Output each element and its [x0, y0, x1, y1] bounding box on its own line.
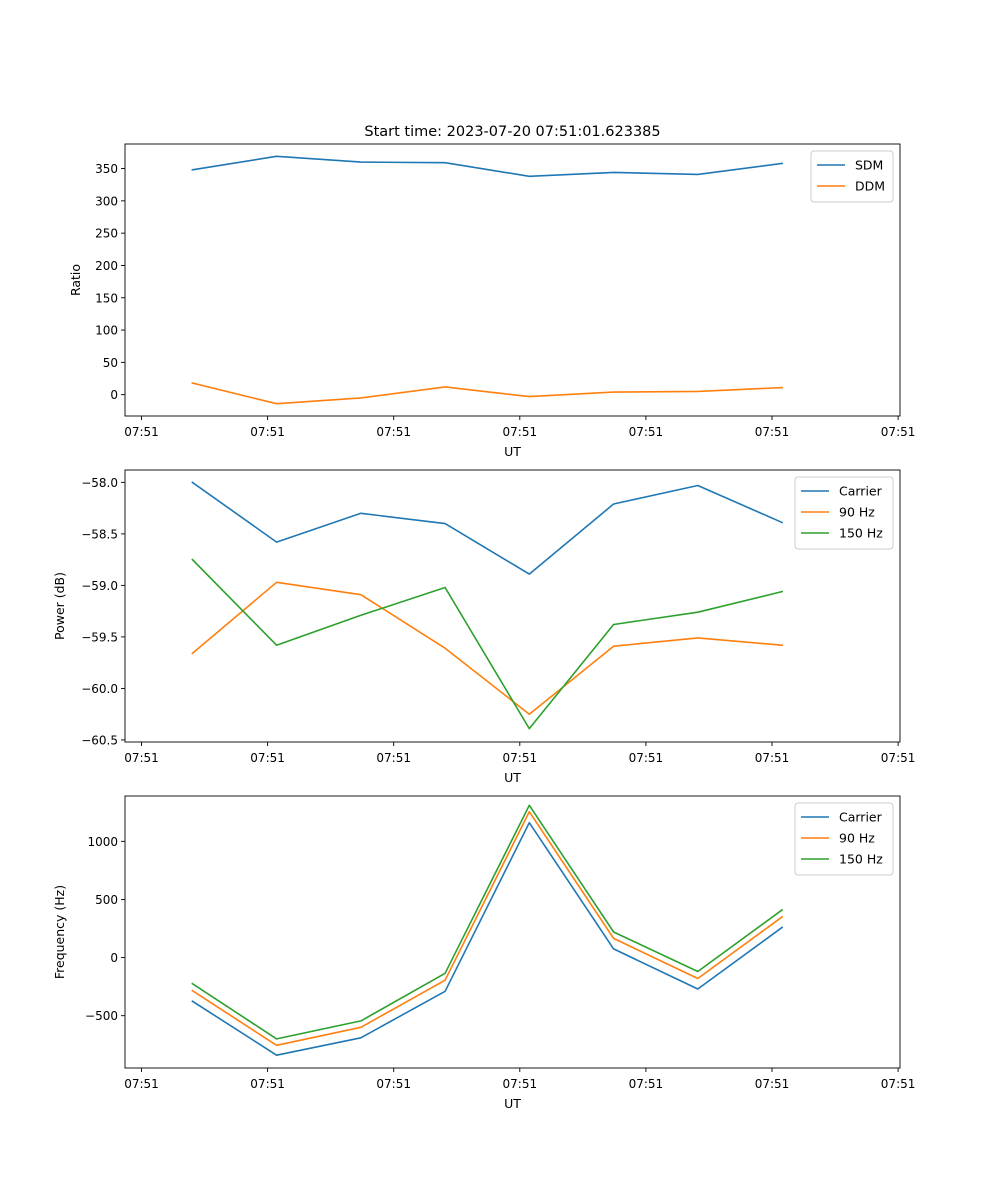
axes-frame — [124, 143, 901, 417]
y-tick-label: −58.5 — [81, 527, 118, 541]
x-tick-label: 07:51 — [124, 425, 159, 439]
x-axis-label: UT — [504, 1096, 521, 1111]
subplot-frequency: 07:5107:5107:5107:5107:5107:5107:5107:52… — [52, 795, 916, 1111]
y-tick-label: 100 — [95, 324, 118, 338]
legend-box — [810, 150, 894, 203]
axes-frame — [124, 795, 901, 1069]
series-line-carrier — [191, 821, 784, 1056]
legend-label: 90 Hz — [839, 831, 875, 846]
legend-label: 90 Hz — [839, 505, 875, 520]
x-tick-label: 07:51 — [881, 425, 916, 439]
x-axis-label: UT — [504, 770, 521, 785]
x-axis-label: UT — [504, 444, 521, 459]
x-tick-label: 07:51 — [629, 1077, 664, 1091]
x-tick-label: 07:51 — [250, 1077, 285, 1091]
legend-label: Carrier — [839, 810, 883, 825]
series-line-150-hz — [191, 558, 784, 730]
legend: Carrier 90 Hz 150 Hz — [794, 476, 894, 550]
x-tick-label: 07:51 — [503, 1077, 538, 1091]
subplot-ratio: 07:5107:5107:5107:5107:5107:5107:5107:52… — [68, 143, 916, 459]
y-tick-label: −500 — [85, 1009, 118, 1023]
x-tick-label: 07:51 — [755, 1077, 790, 1091]
series-line-90-hz — [191, 581, 783, 716]
y-tick-label: −60.5 — [81, 733, 118, 747]
y-tick-label: 0 — [110, 388, 118, 402]
legend-label: DDM — [855, 179, 885, 194]
x-tick-label: 07:51 — [250, 751, 285, 765]
axes-frame — [124, 469, 901, 743]
x-tick-label: 07:51 — [755, 751, 790, 765]
x-tick-label: 07:51 — [629, 425, 664, 439]
y-tick-label: 50 — [103, 356, 118, 370]
x-tick-label: 07:51 — [376, 425, 411, 439]
x-tick-label: 07:51 — [376, 1077, 411, 1091]
y-axis-label: Power (dB) — [52, 572, 67, 640]
y-tick-label: 350 — [95, 162, 118, 176]
x-tick-label: 07:51 — [503, 751, 538, 765]
legend: SDM DDM — [810, 150, 894, 203]
y-tick-label: −58.0 — [81, 476, 118, 490]
legend-label: SDM — [855, 158, 883, 173]
x-tick-label: 07:51 — [124, 751, 159, 765]
x-tick-label: 07:51 — [755, 425, 790, 439]
figure-title: Start time: 2023-07-20 07:51:01.623385 — [364, 124, 660, 140]
y-tick-label: 150 — [95, 291, 118, 305]
legend: Carrier 90 Hz 150 Hz — [794, 802, 894, 876]
y-tick-label: 200 — [95, 259, 118, 273]
x-tick-label: 07:51 — [503, 425, 538, 439]
x-tick-label: 07:51 — [250, 425, 285, 439]
legend-label: Carrier — [839, 484, 883, 499]
legend-box — [794, 802, 894, 876]
y-tick-label: −60.0 — [81, 682, 118, 696]
series-line-150-hz — [191, 804, 784, 1040]
legend-label: 150 Hz — [839, 526, 883, 541]
x-tick-label: 07:51 — [881, 1077, 916, 1091]
y-tick-label: 250 — [95, 227, 118, 241]
y-tick-label: 500 — [95, 893, 118, 907]
x-tick-label: 07:51 — [629, 751, 664, 765]
legend-label: 150 Hz — [839, 852, 883, 867]
y-tick-label: 1000 — [87, 835, 118, 849]
series-line-sdm — [191, 155, 783, 178]
y-tick-label: 0 — [110, 951, 118, 965]
series-line-ddm — [191, 382, 783, 405]
series-line-90-hz — [191, 810, 784, 1047]
legend-box — [794, 476, 894, 550]
y-tick-label: 300 — [95, 194, 118, 208]
y-tick-label: −59.5 — [81, 630, 118, 644]
y-tick-label: −59.0 — [81, 579, 118, 593]
y-axis-label: Frequency (Hz) — [52, 885, 67, 979]
x-tick-label: 07:51 — [376, 751, 411, 765]
series-line-carrier — [191, 481, 784, 575]
y-axis-label: Ratio — [68, 264, 83, 296]
subplot-power: 07:5107:5107:5107:5107:5107:5107:5107:52… — [52, 469, 916, 785]
x-tick-label: 07:51 — [124, 1077, 159, 1091]
x-tick-label: 07:51 — [881, 751, 916, 765]
